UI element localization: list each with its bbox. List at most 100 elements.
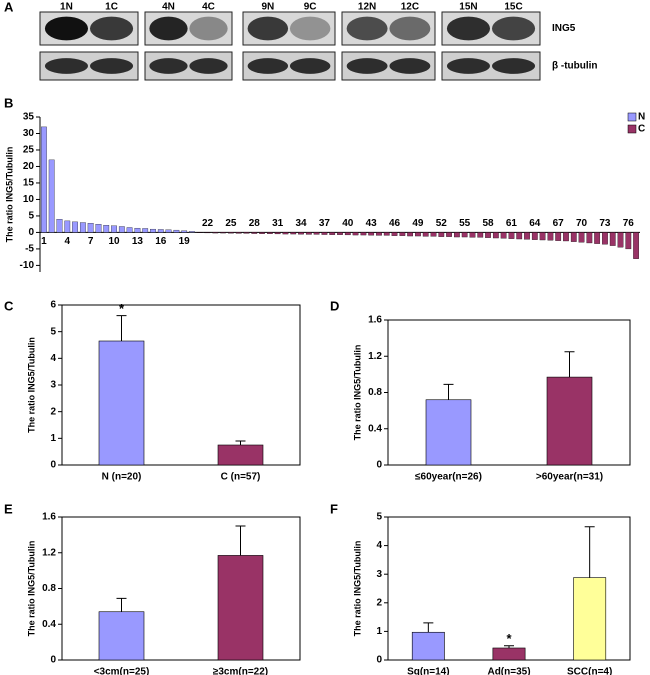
bar (321, 232, 328, 235)
x-tick-label: SCC(n=4) (567, 667, 612, 675)
x-tick-label: 46 (389, 218, 401, 229)
error-bar (584, 526, 595, 578)
bar (313, 232, 320, 235)
y-tick-label: -10 (20, 260, 35, 271)
x-tick-label: <3cm(n=25) (94, 667, 150, 675)
x-tick-label: 13 (132, 236, 144, 247)
x-tick-label: 19 (179, 236, 191, 247)
y-tick-label: 5 (376, 512, 382, 523)
bar (266, 232, 273, 234)
lane-label: 9N (261, 2, 274, 13)
y-tick-label: 0 (376, 460, 382, 471)
panel-label: D (330, 298, 339, 313)
lane-label: 1N (60, 2, 73, 13)
bar (329, 232, 336, 235)
x-tick-label: 1 (41, 236, 47, 247)
y-tick-label: 1 (376, 626, 382, 637)
blot-band (446, 58, 491, 74)
y-tick-label: 1.2 (368, 351, 382, 362)
lane-label: 1C (105, 2, 118, 13)
blot-band (289, 58, 331, 74)
bar (165, 229, 172, 233)
bar (376, 232, 382, 236)
bar (415, 232, 421, 237)
bar (217, 444, 264, 466)
x-tick-label: 25 (225, 218, 237, 229)
bar (446, 232, 452, 237)
y-tick-label: 0.8 (42, 583, 56, 594)
bar (602, 232, 608, 245)
bar (126, 227, 133, 233)
bar (633, 232, 639, 259)
bar (352, 232, 359, 236)
legend-swatch (627, 112, 637, 122)
bar (625, 232, 632, 250)
bar (298, 232, 304, 235)
x-tick-label: ≤60year(n=26) (415, 472, 482, 483)
bar (56, 219, 63, 233)
y-tick-label: 0 (50, 655, 56, 666)
x-tick-label: 52 (436, 218, 448, 229)
lane-label: 9C (304, 2, 317, 13)
bar (411, 631, 445, 661)
y-tick-label: 6 (50, 300, 56, 311)
bar (454, 232, 460, 238)
significance-marker: * (119, 301, 125, 316)
x-tick-label: 64 (529, 218, 541, 229)
bar (118, 226, 125, 233)
x-tick-label: 7 (88, 236, 94, 247)
blot-band (89, 16, 134, 41)
bar (290, 232, 297, 235)
bar (98, 611, 145, 661)
x-tick-label: 40 (342, 218, 354, 229)
bar (500, 232, 507, 239)
bar (72, 221, 78, 233)
bar (41, 126, 47, 233)
bar (531, 232, 538, 240)
x-tick-label: 28 (249, 218, 261, 229)
bar (305, 232, 312, 235)
panel-label: A (4, 0, 14, 14)
y-tick-label: 2 (50, 406, 56, 417)
y-tick-label: 4 (50, 353, 56, 364)
y-tick-label: 0 (376, 655, 382, 666)
bar (181, 230, 188, 233)
bar (134, 227, 141, 233)
bar (259, 232, 265, 234)
lane-label: 12C (401, 2, 419, 13)
bar (344, 232, 351, 236)
bar (617, 232, 624, 248)
y-tick-label: 15 (23, 178, 35, 189)
blot-band (247, 58, 289, 74)
y-axis-label: The ratio ING5/Tubulin (352, 541, 362, 637)
y-axis-label: The ratio ING5/Tubulin (352, 345, 362, 441)
blot-band (89, 58, 134, 74)
bar (563, 232, 569, 242)
x-tick-label: ≥3cm(n=22) (213, 667, 268, 675)
bar (220, 232, 226, 234)
y-axis-label: The ratio ING5/Tubulin (26, 337, 36, 433)
legend-swatch (627, 124, 637, 134)
bar (87, 223, 94, 233)
blot-band (446, 16, 491, 41)
bar (546, 376, 593, 466)
lane-label: 4C (202, 2, 215, 13)
bar (570, 232, 577, 242)
bar (461, 232, 468, 238)
y-tick-label: 25 (23, 145, 35, 156)
bar (173, 229, 180, 233)
y-tick-label: 3 (50, 380, 56, 391)
bar (438, 232, 445, 237)
plot-frame (61, 304, 301, 466)
x-tick-label: Ad(n=35) (487, 667, 530, 675)
y-tick-label: 30 (23, 128, 35, 139)
blot-band (389, 58, 431, 74)
legend-label: N (638, 112, 645, 123)
bar (157, 229, 164, 233)
bar (477, 232, 484, 238)
blot-band (389, 16, 431, 41)
bar (430, 232, 437, 237)
row-label: ING5 (552, 23, 576, 34)
bar (98, 340, 145, 466)
bar (48, 159, 55, 233)
